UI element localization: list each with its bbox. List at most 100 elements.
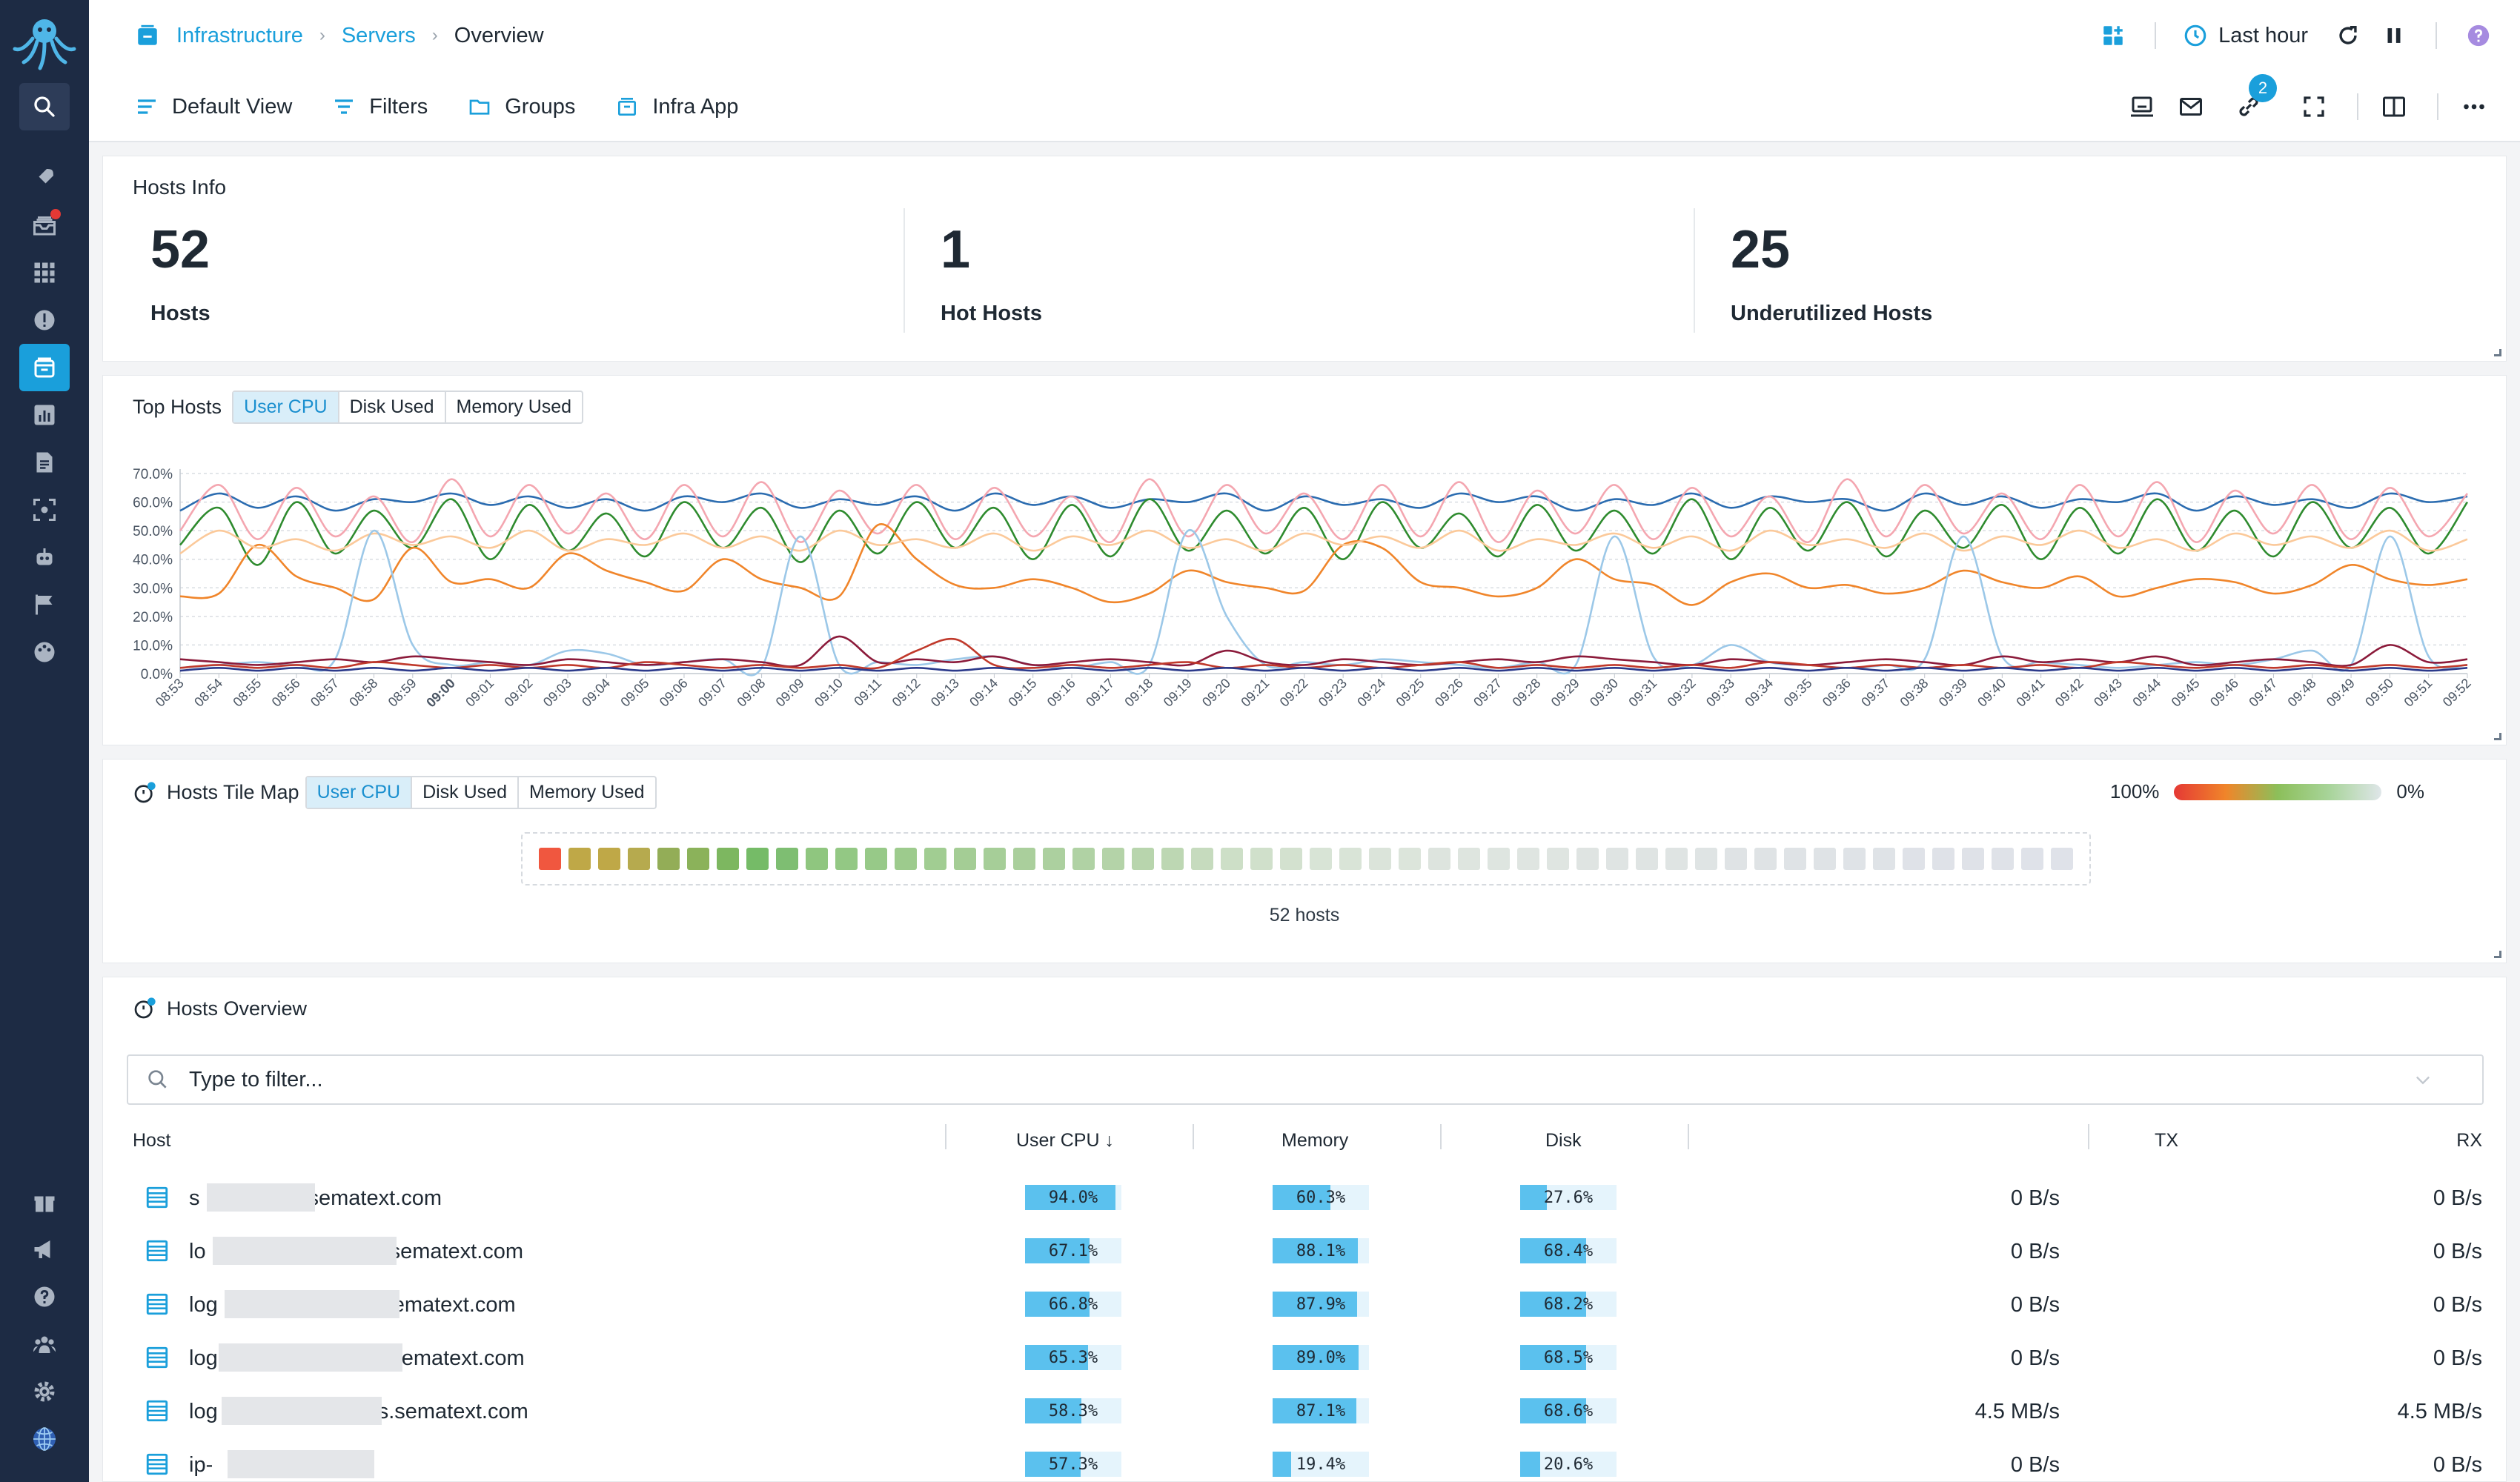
host-tile[interactable] xyxy=(657,848,680,870)
tab-user-cpu[interactable]: User CPU xyxy=(233,392,339,422)
tab-disk-used[interactable]: Disk Used xyxy=(412,777,519,808)
series-line-4[interactable] xyxy=(179,523,2468,606)
column-divider[interactable] xyxy=(1440,1124,1442,1149)
host-tile[interactable] xyxy=(1784,848,1806,870)
host-tile[interactable] xyxy=(806,848,828,870)
tab-memory-used[interactable]: Memory Used xyxy=(529,782,645,803)
column-header-rx[interactable]: RX xyxy=(2456,1130,2482,1151)
sidebar-synthetics[interactable] xyxy=(19,534,70,581)
default-view-button[interactable]: Default View xyxy=(135,95,292,119)
host-tile[interactable] xyxy=(1576,848,1599,870)
host-tile[interactable] xyxy=(539,848,561,870)
host-tile[interactable] xyxy=(1903,848,1925,870)
table-row[interactable]: lo sematext.com 67.1% 88.1% 68.4% 0 B/s 0 B/s xyxy=(103,1225,2506,1278)
sidebar-integrations[interactable] xyxy=(19,628,70,676)
host-tile[interactable] xyxy=(924,848,946,870)
host-tile[interactable] xyxy=(1547,848,1569,870)
column-divider[interactable] xyxy=(2088,1124,2089,1149)
host-tile[interactable] xyxy=(1932,848,1954,870)
host-tile[interactable] xyxy=(1458,848,1480,870)
host-tile[interactable] xyxy=(2051,848,2073,870)
host-tile[interactable] xyxy=(835,848,858,870)
host-tile[interactable] xyxy=(717,848,739,870)
refresh-button[interactable] xyxy=(2333,21,2363,50)
host-name[interactable]: log ematext.com xyxy=(189,1346,525,1371)
column-divider[interactable] xyxy=(1688,1124,1689,1149)
breadcrumb-servers[interactable]: Servers xyxy=(341,23,416,47)
top-hosts-line-chart[interactable]: 0.0% 10.0% 20.0% 30.0% 40.0% 50.0% 60.0% 70.0% 0… xyxy=(103,376,2507,746)
host-tile[interactable] xyxy=(1072,848,1095,870)
host-tile[interactable] xyxy=(1191,848,1213,870)
series-line-6[interactable] xyxy=(179,529,2468,677)
series-line-9[interactable] xyxy=(179,666,2468,672)
host-tile[interactable] xyxy=(1814,848,1836,870)
host-name[interactable]: log ematext.com xyxy=(189,1293,516,1317)
host-tile[interactable] xyxy=(1132,848,1154,870)
host-name[interactable]: s sematext.com xyxy=(189,1186,442,1211)
host-tile[interactable] xyxy=(1221,848,1243,870)
sidebar-announcements[interactable] xyxy=(19,1226,70,1273)
host-tile[interactable] xyxy=(1428,848,1450,870)
sidebar-events[interactable] xyxy=(19,581,70,628)
host-tile[interactable] xyxy=(1399,848,1421,870)
host-tile[interactable] xyxy=(2021,848,2043,870)
resize-handle[interactable] xyxy=(2494,349,2501,356)
host-tile[interactable] xyxy=(1606,848,1628,870)
host-tile[interactable] xyxy=(984,848,1006,870)
host-tile[interactable] xyxy=(865,848,887,870)
sidebar-team[interactable] xyxy=(19,1320,70,1368)
column-divider[interactable] xyxy=(945,1124,946,1149)
table-row[interactable]: s sematext.com 94.0% 60.3% 27.6% 0 B/s 0 B/s xyxy=(103,1172,2506,1225)
sidebar-search[interactable] xyxy=(19,83,70,130)
host-tile[interactable] xyxy=(1369,848,1391,870)
host-tile[interactable] xyxy=(1250,848,1273,870)
series-line-2[interactable] xyxy=(179,478,2468,543)
table-row[interactable]: log s.sematext.com 58.3% 87.1% 68.6% 4.5 MB/s… xyxy=(103,1385,2506,1438)
host-tile[interactable] xyxy=(1962,848,1984,870)
add-widget-button[interactable] xyxy=(2098,21,2128,50)
fullscreen-button[interactable] xyxy=(2298,90,2330,123)
host-name[interactable]: lo sematext.com xyxy=(189,1240,523,1264)
column-header-tx[interactable]: TX xyxy=(2155,1130,2178,1151)
column-divider[interactable] xyxy=(1193,1124,1194,1149)
host-tile[interactable] xyxy=(895,848,917,870)
share-link-button[interactable]: 2 xyxy=(2232,74,2277,123)
resize-handle[interactable] xyxy=(2494,733,2501,740)
host-name[interactable]: log s.sematext.com xyxy=(189,1400,528,1424)
host-tile[interactable] xyxy=(1488,848,1510,870)
host-tile[interactable] xyxy=(1725,848,1747,870)
resize-handle[interactable] xyxy=(2494,951,2501,958)
infra-app-button[interactable]: Infra App xyxy=(615,95,738,119)
table-row[interactable]: ip- 57.3% 19.4% 20.6% 0 B/s 0 B/s xyxy=(103,1438,2506,1482)
host-tile[interactable] xyxy=(776,848,798,870)
sidebar-experience[interactable] xyxy=(19,486,70,534)
time-range-picker[interactable]: Last hour xyxy=(2183,23,2308,48)
host-tile[interactable] xyxy=(1310,848,1332,870)
sidebar-reports[interactable] xyxy=(19,391,70,439)
sidebar-logs[interactable] xyxy=(19,439,70,486)
more-options-button[interactable] xyxy=(2458,90,2490,123)
sidebar-settings[interactable] xyxy=(19,1368,70,1415)
sidebar-help[interactable] xyxy=(19,1273,70,1320)
host-tile[interactable] xyxy=(1517,848,1539,870)
series-line-7[interactable] xyxy=(179,635,2468,668)
split-view-button[interactable] xyxy=(2378,90,2410,123)
groups-button[interactable]: Groups xyxy=(468,95,575,119)
tab-user-cpu[interactable]: User CPU xyxy=(306,777,413,808)
pause-button[interactable] xyxy=(2379,21,2409,50)
column-header-memory[interactable]: Memory xyxy=(1281,1130,1349,1151)
column-header-host[interactable]: Host xyxy=(133,1130,171,1151)
filter-input[interactable]: Type to filter... xyxy=(127,1054,2484,1105)
host-tile[interactable] xyxy=(1695,848,1717,870)
filters-button[interactable]: Filters xyxy=(332,95,428,119)
host-tile[interactable] xyxy=(746,848,769,870)
sidebar-gift[interactable] xyxy=(19,1178,70,1226)
help-button[interactable] xyxy=(2464,21,2493,50)
share-screen-button[interactable] xyxy=(2126,90,2158,123)
breadcrumb-infrastructure[interactable]: Infrastructure xyxy=(176,23,303,47)
octopus-logo-icon[interactable] xyxy=(10,13,79,71)
host-tile[interactable] xyxy=(1161,848,1184,870)
host-tile[interactable] xyxy=(598,848,620,870)
chevron-down-icon[interactable] xyxy=(2413,1069,2433,1090)
sidebar-inbox[interactable] xyxy=(19,202,70,249)
